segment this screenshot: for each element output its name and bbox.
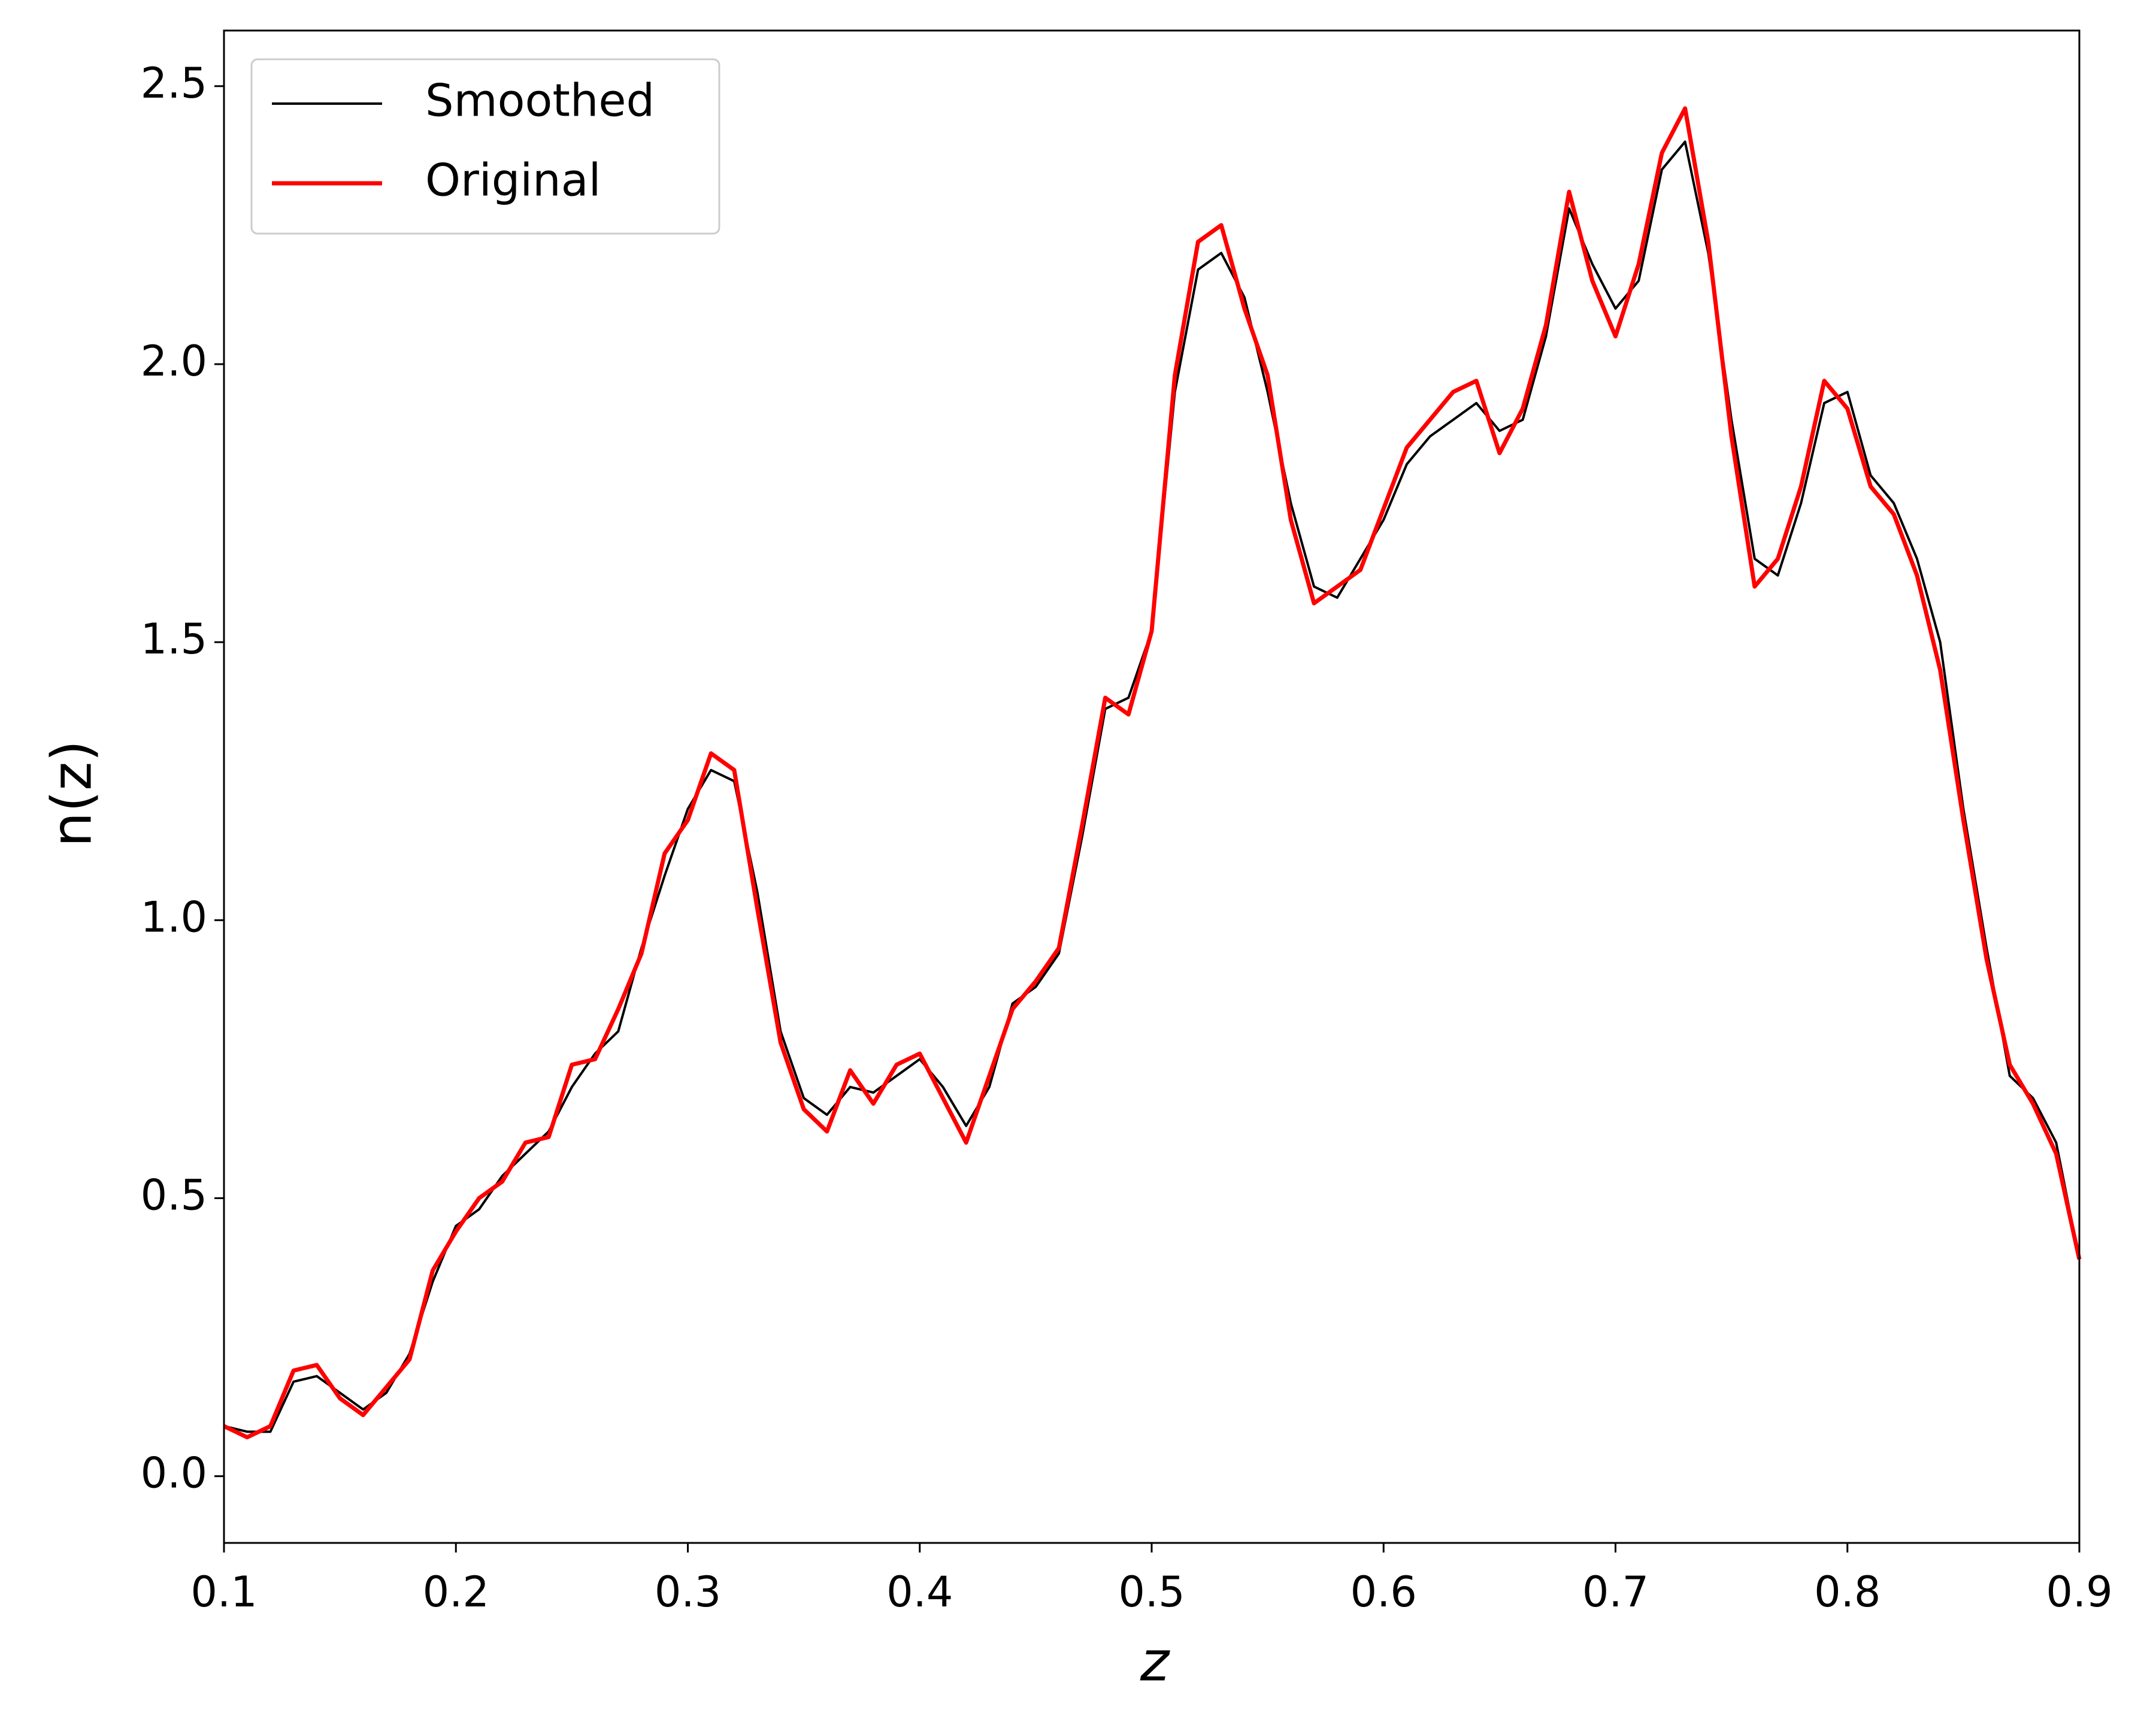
y-tick-label: 2.5	[141, 59, 207, 108]
y-tick-label: 0.5	[141, 1170, 207, 1219]
x-tick-label: 0.7	[1582, 1567, 1649, 1617]
y-tick-label: 2.0	[141, 337, 207, 386]
x-tick-label: 0.5	[1118, 1567, 1185, 1617]
y-tick-label: 1.0	[141, 892, 207, 942]
x-tick-label: 0.6	[1350, 1567, 1417, 1617]
data-line	[223, 106, 2082, 1440]
x-tick-label: 0.9	[2046, 1567, 2112, 1617]
legend-label: Smoothed	[425, 74, 655, 127]
legend-label: Original	[425, 154, 601, 207]
x-tick-label: 0.2	[423, 1567, 489, 1617]
plot-frame	[223, 29, 2081, 1544]
x-axis-label: z	[1140, 1629, 1170, 1693]
x-tick-label: 0.1	[190, 1567, 257, 1617]
y-axis-label: n(z)	[40, 740, 104, 847]
x-tick-label: 0.8	[1814, 1567, 1881, 1617]
y-tick-label: 1.5	[141, 615, 207, 664]
x-tick-label: 0.4	[886, 1567, 953, 1617]
y-tick-label: 0.0	[141, 1449, 207, 1498]
x-tick-label: 0.3	[655, 1567, 721, 1617]
